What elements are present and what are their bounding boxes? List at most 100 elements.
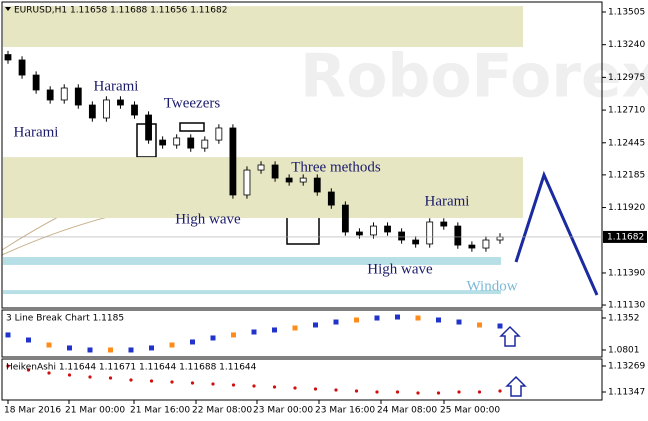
candle-body [4,54,12,61]
candle-body [60,87,68,101]
annotation: Three methods [291,159,381,175]
candle-body [426,221,434,245]
point [456,319,462,325]
point [354,317,359,323]
point [211,382,215,386]
candle-body [201,139,209,149]
watermark: RoboForex [300,42,648,112]
x-tick-label: 23 Mar 16:00 [315,406,375,416]
candle-body [496,236,504,241]
up-arrow [499,325,521,347]
point [6,364,10,368]
point [436,391,441,395]
panel-title: HeikenAshi 1.11644 1.11671 1.11644 1.116… [6,363,257,373]
candle-body [88,104,96,119]
point [87,347,93,353]
point [88,375,92,379]
y-tick-label: 1.13269 [608,361,645,371]
up-arrow [505,375,527,397]
candle-body [173,137,181,146]
candle-body [313,177,321,193]
point [190,381,195,385]
point [129,378,133,382]
point [231,383,236,387]
candle-body [243,169,251,196]
candle-body [187,137,195,149]
indicator-panel-frame [1,358,603,401]
point [333,319,339,325]
candle-body [229,127,237,196]
point [313,387,318,391]
panel-title: 3 Line Break Chart 1.1185 [6,314,124,324]
point [5,332,11,338]
x-tick-label: 25 Mar 00:00 [440,406,500,416]
candle-body [468,244,476,249]
candle-body [412,239,420,245]
y-tick-label: 1.12710 [608,106,645,116]
point [457,390,461,394]
x-tick-label: 22 Mar 08:00 [192,406,252,416]
candle-body [131,104,138,116]
zone [3,257,501,265]
point [477,390,482,394]
point [169,342,175,348]
point [190,339,195,345]
x-tick-label: 24 Mar 08:00 [377,406,437,416]
point [128,347,134,353]
annotation: High wave [175,211,241,227]
point [252,384,256,388]
y-tick-label: 1.12185 [608,170,645,180]
y-tick-label: 1.13505 [608,7,645,17]
zone [3,290,501,295]
y-tick-label: 1.12445 [608,138,645,148]
candle-body [257,164,265,171]
point [170,380,174,384]
point [498,389,502,393]
candle-body [327,191,335,206]
point [497,323,503,329]
annotation: Harami [94,78,139,94]
point [26,368,31,372]
y-tick-label: 1.11920 [608,203,645,213]
candle-body [46,89,54,101]
candle-body [482,239,490,249]
point [26,337,31,343]
x-tick-label: 21 Mar 16:00 [130,406,190,416]
chart-title: EURUSD,H1 1.11658 1.11688 1.11656 1.1168… [14,6,227,16]
point [293,386,297,390]
candle-body [341,204,349,233]
annotation: Tweezers [164,95,221,111]
point [272,385,277,389]
point [67,345,72,351]
candle-body [18,59,26,76]
candle-body [299,177,307,183]
zone [3,6,523,48]
point [416,391,420,395]
candle-body [117,99,124,106]
candle-body [285,177,293,183]
point [477,322,482,328]
point [374,315,380,321]
point [354,389,359,393]
annotation: Harami [14,124,59,140]
candle-body [454,225,462,246]
candle-body [32,74,40,91]
candle-body [145,114,152,141]
point [210,335,216,341]
y-tick-label: 1.0801 [608,345,640,355]
point [313,322,318,328]
current-price-box [603,230,647,243]
candle-body [440,221,448,227]
candle-body [356,231,363,236]
candle-body [74,87,82,106]
pattern-box [179,122,205,132]
point [436,317,441,323]
point [149,345,154,351]
forecast-arrow [514,170,599,296]
x-tick-label: 23 Mar 00:00 [253,406,313,416]
candle-body [384,225,391,233]
y-tick-label: 1.13240 [608,40,645,50]
point [272,327,277,333]
indicator-panel-frame [1,309,603,358]
point [251,329,257,335]
